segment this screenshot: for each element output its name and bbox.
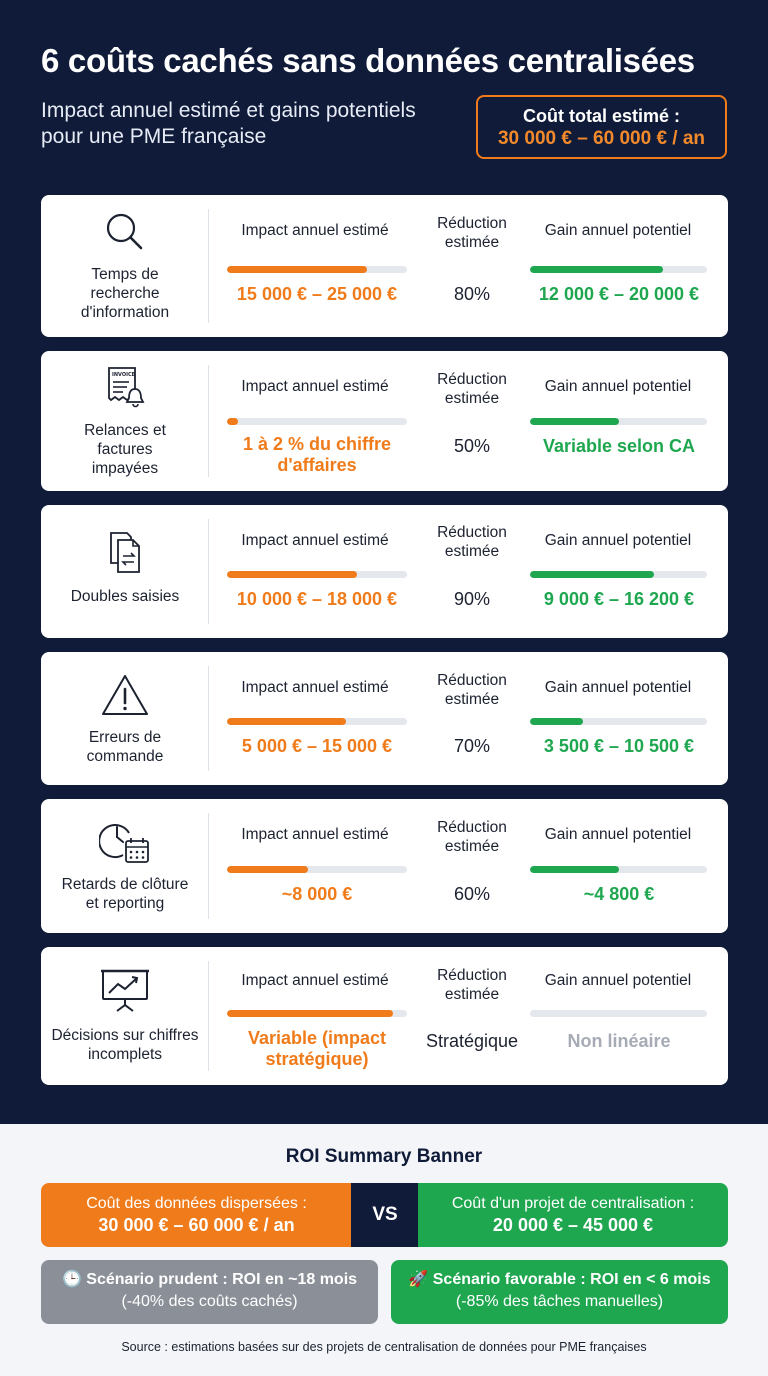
gain-bar	[530, 718, 707, 725]
impact-bar	[227, 718, 407, 725]
favorable-scenario-sub: (-85% des tâches manuelles)	[455, 1293, 664, 1310]
total-cost-value: 30 000 € – 60 000 € / an	[497, 128, 706, 149]
impact-bar	[227, 266, 407, 273]
source-note: Source : estimations basées sur des proj…	[121, 1340, 647, 1354]
category-label: Doubles saisies	[70, 588, 180, 605]
cost-card-search: Temps de recherche d'information Impact …	[41, 195, 728, 337]
impact-header: Impact annuel estimé	[241, 679, 389, 696]
impact-value: 10 000 € – 18 000 €	[236, 589, 398, 609]
magnifier-icon	[99, 209, 151, 255]
reduction-value: Stratégique	[425, 1031, 519, 1051]
reduction-header: Réduction estimée	[437, 967, 507, 1003]
duplicate-docs-icon	[99, 529, 151, 575]
category-label: Relances et factures impayées	[84, 422, 166, 477]
impact-value: ~8 000 €	[281, 884, 353, 904]
category-label: Retards de clôture et reporting	[61, 876, 189, 912]
reduction-value: 50%	[453, 436, 491, 456]
reduction-header: Réduction estimée	[437, 371, 507, 407]
impact-bar	[227, 866, 407, 873]
gain-bar	[530, 418, 707, 425]
project-cost-box: Coût d'un projet de centralisation : 20 …	[418, 1183, 728, 1247]
roi-section: ROI Summary Banner Coût des données disp…	[0, 1124, 768, 1376]
gain-bar	[530, 1010, 707, 1017]
gain-value: 3 500 € – 10 500 €	[543, 736, 695, 756]
vs-badge: VS	[351, 1183, 419, 1247]
total-cost-label: Coût total estimé :	[522, 106, 680, 126]
gain-value: ~4 800 €	[583, 884, 655, 904]
reduction-value: 70%	[453, 736, 491, 756]
project-cost-value: 20 000 € – 45 000 €	[492, 1215, 654, 1235]
roi-title: ROI Summary Banner	[285, 1146, 483, 1167]
impact-value: 1 à 2 % du chiffre d'affaires	[242, 434, 392, 475]
impact-value: 15 000 € – 25 000 €	[236, 284, 398, 304]
impact-bar	[227, 418, 407, 425]
impact-header: Impact annuel estimé	[241, 378, 389, 395]
invoice-bell-icon: INVOICE	[99, 365, 151, 411]
chart-presentation-icon	[99, 967, 151, 1013]
divider	[208, 519, 209, 624]
category-label: Temps de recherche d'information	[80, 266, 170, 321]
reduction-value: 60%	[453, 884, 491, 904]
cost-card-decisions: Décisions sur chiffres incomplets Impact…	[41, 947, 728, 1085]
favorable-scenario-title: 🚀 Scénario favorable : ROI en < 6 mois	[408, 1271, 711, 1288]
project-cost-label: Coût d'un projet de centralisation :	[451, 1195, 695, 1212]
gain-value: 9 000 € – 16 200 €	[543, 589, 695, 609]
impact-header: Impact annuel estimé	[241, 532, 389, 549]
gain-bar	[530, 571, 707, 578]
impact-value: 5 000 € – 15 000 €	[241, 736, 393, 756]
reduction-header: Réduction estimée	[437, 524, 507, 560]
impact-bar	[227, 1010, 407, 1017]
gain-value: Variable selon CA	[542, 436, 696, 456]
impact-header: Impact annuel estimé	[241, 826, 389, 843]
total-cost-box: Coût total estimé : 30 000 € – 60 000 € …	[476, 95, 727, 159]
divider	[208, 961, 209, 1071]
page-subtitle: Impact annuel estimé et gains potentiels…	[41, 99, 416, 148]
reduction-header: Réduction estimée	[437, 819, 507, 855]
cost-card-order-errors: Erreurs de commande Impact annuel estimé…	[41, 652, 728, 785]
gain-header: Gain annuel potentiel	[544, 378, 692, 395]
clock-calendar-icon	[98, 819, 151, 865]
gain-header: Gain annuel potentiel	[544, 972, 692, 989]
prudent-scenario-sub: (-40% des coûts cachés)	[121, 1293, 298, 1310]
impact-header: Impact annuel estimé	[241, 222, 389, 239]
impact-value: Variable (impact stratégique)	[247, 1028, 387, 1069]
impact-header: Impact annuel estimé	[241, 972, 389, 989]
reduction-value: 90%	[453, 589, 491, 609]
gain-header: Gain annuel potentiel	[544, 826, 692, 843]
reduction-header: Réduction estimée	[437, 672, 507, 708]
cost-card-double-entry: Doubles saisies Impact annuel estimé Réd…	[41, 505, 728, 638]
reduction-header: Réduction estimée	[437, 215, 507, 251]
gain-value: 12 000 € – 20 000 €	[538, 284, 700, 304]
cost-card-closing-delays: Retards de clôture et reporting Impact a…	[41, 799, 728, 933]
gain-value: Non linéaire	[567, 1031, 671, 1051]
divider	[208, 365, 209, 477]
prudent-scenario-title: 🕒 Scénario prudent : ROI en ~18 mois	[61, 1271, 358, 1288]
cost-card-invoices: INVOICE Relances et factures impayées Im…	[41, 351, 728, 491]
dispersed-cost-label: Coût des données dispersées :	[86, 1195, 307, 1212]
dispersed-cost-value: 30 000 € – 60 000 € / an	[98, 1215, 295, 1235]
svg-text:INVOICE: INVOICE	[112, 372, 136, 378]
gain-header: Gain annuel potentiel	[544, 222, 692, 239]
dispersed-cost-box: Coût des données dispersées : 30 000 € –…	[41, 1183, 352, 1247]
reduction-value: 80%	[453, 284, 491, 304]
divider	[208, 813, 209, 919]
category-label: Erreurs de commande	[86, 729, 164, 765]
warning-icon	[99, 672, 151, 718]
gain-bar	[530, 866, 707, 873]
gain-header: Gain annuel potentiel	[544, 532, 692, 549]
gain-header: Gain annuel potentiel	[544, 679, 692, 696]
page-title: 6 coûts cachés sans données centralisées	[41, 42, 695, 79]
divider	[208, 209, 209, 323]
divider	[208, 666, 209, 771]
impact-bar	[227, 571, 407, 578]
prudent-scenario-box: 🕒 Scénario prudent : ROI en ~18 mois (-4…	[41, 1260, 378, 1324]
category-label: Décisions sur chiffres incomplets	[51, 1027, 199, 1063]
gain-bar	[530, 266, 707, 273]
favorable-scenario-box: 🚀 Scénario favorable : ROI en < 6 mois (…	[391, 1260, 728, 1324]
header-section: 6 coûts cachés sans données centralisées…	[41, 42, 728, 1085]
